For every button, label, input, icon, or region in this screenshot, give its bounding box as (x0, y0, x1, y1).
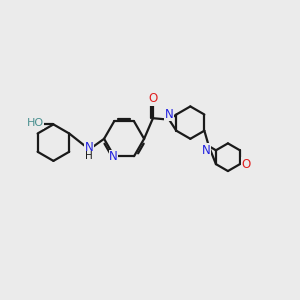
Text: N: N (202, 144, 211, 157)
Text: N: N (165, 108, 173, 121)
Text: O: O (241, 158, 250, 171)
Text: HO: HO (27, 118, 44, 128)
Text: N: N (85, 141, 93, 154)
Text: N: N (109, 150, 118, 163)
Text: H: H (85, 152, 93, 161)
Text: O: O (148, 92, 158, 105)
